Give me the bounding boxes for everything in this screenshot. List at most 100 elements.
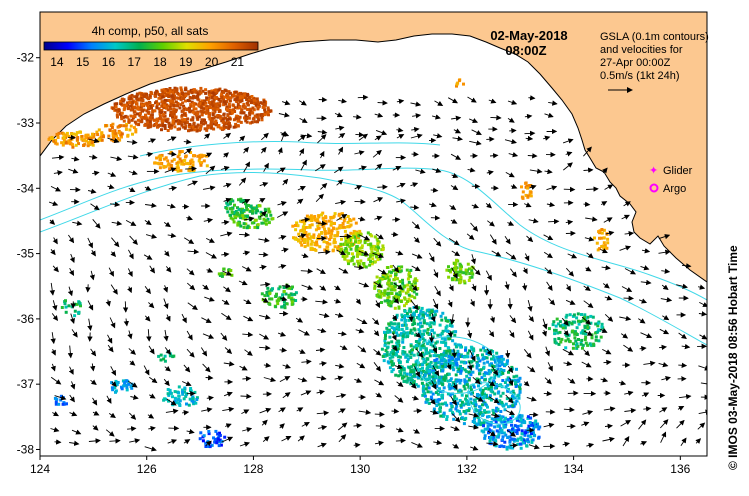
sst-pixel	[536, 422, 539, 426]
sst-pixel	[308, 237, 312, 241]
sst-pixel	[211, 104, 215, 108]
sst-pixel	[231, 217, 235, 221]
sst-pixel	[183, 121, 187, 125]
sst-pixel	[183, 112, 187, 116]
sst-pixel	[489, 370, 492, 374]
sst-pixel	[421, 363, 424, 367]
velocity-arrow	[354, 377, 363, 383]
sst-pixel	[216, 437, 220, 441]
sst-pixel	[117, 109, 121, 112]
velocity-arrow	[620, 420, 632, 427]
sst-pixel	[501, 379, 505, 382]
sst-pixel	[422, 361, 426, 364]
sst-pixel	[152, 118, 156, 122]
sst-pixel	[381, 274, 385, 278]
velocity-arrow	[604, 184, 614, 190]
sst-pixel	[511, 404, 515, 408]
sst-pixel	[344, 247, 348, 250]
sst-pixel	[207, 115, 211, 119]
sst-pixel	[595, 241, 599, 245]
velocity-arrow	[508, 152, 519, 158]
credit-text: © IMOS 03-May-2018 08:56 Hobart Time	[726, 245, 740, 470]
sst-pixel	[507, 405, 510, 409]
sst-pixel	[428, 316, 432, 320]
sst-pixel	[360, 249, 364, 253]
sst-pixel	[437, 381, 441, 385]
velocity-arrow	[244, 349, 253, 356]
sst-pixel	[136, 92, 139, 96]
sst-pixel	[448, 379, 452, 382]
sst-pixel	[356, 254, 359, 258]
sst-pixel	[516, 437, 520, 441]
sst-pixel	[489, 389, 493, 393]
y-tick-label: -38	[17, 442, 35, 456]
sst-pixel	[524, 193, 528, 197]
sst-pixel	[528, 184, 532, 187]
sst-pixel	[204, 91, 208, 95]
sst-pixel	[444, 401, 447, 405]
sst-pixel	[514, 402, 518, 406]
sst-pixel	[444, 363, 448, 367]
velocity-arrow	[450, 396, 457, 406]
y-tick-label: -37	[17, 377, 35, 391]
sst-pixel	[71, 145, 75, 149]
sst-pixel	[158, 123, 162, 127]
sst-pixel	[230, 273, 234, 277]
sst-pixel	[366, 238, 370, 242]
sst-pixel	[387, 279, 391, 283]
sst-pixel	[436, 392, 440, 396]
sst-pixel	[555, 317, 559, 321]
sst-pixel	[368, 263, 372, 267]
sst-pixel	[227, 121, 231, 125]
velocity-arrow	[698, 365, 707, 371]
sst-pixel	[560, 337, 564, 341]
sst-pixel	[55, 142, 59, 146]
colorbar-tick-label: 20	[205, 55, 219, 69]
sst-pixel	[530, 432, 533, 435]
sst-pixel	[308, 224, 312, 227]
sst-pixel	[370, 250, 374, 254]
sst-pixel	[111, 388, 115, 392]
sst-pixel	[502, 419, 506, 423]
sst-pixel	[446, 319, 450, 323]
sst-pixel	[251, 209, 255, 213]
sst-pixel	[460, 400, 464, 404]
sst-pixel	[486, 405, 489, 409]
velocity-arrow	[52, 300, 58, 311]
velocity-arrow	[71, 329, 78, 338]
sst-pixel	[299, 219, 302, 223]
sst-pixel	[410, 365, 414, 369]
sst-pixel	[271, 217, 275, 221]
velocity-arrow	[260, 132, 269, 141]
sst-pixel	[397, 328, 401, 332]
sst-pixel	[510, 437, 514, 441]
sst-pixel	[125, 385, 129, 389]
sst-pixel	[451, 411, 454, 415]
sst-pixel	[163, 101, 167, 105]
sst-pixel	[358, 246, 362, 250]
sst-pixel	[111, 122, 115, 126]
velocity-arrow	[411, 221, 421, 230]
sst-pixel	[168, 354, 172, 358]
velocity-arrow	[394, 364, 403, 370]
sst-pixel	[390, 285, 394, 289]
sst-pixel	[496, 407, 500, 411]
sst-pixel	[579, 331, 583, 335]
sst-pixel	[425, 400, 429, 404]
sst-pixel	[433, 313, 437, 317]
sst-pixel	[246, 92, 250, 96]
sst-pixel	[456, 349, 460, 353]
colorbar-tick-label: 21	[231, 55, 245, 69]
sst-pixel	[462, 271, 466, 275]
sst-pixel	[534, 419, 538, 423]
x-tick-label: 134	[564, 462, 584, 476]
velocity-arrow	[375, 423, 386, 429]
sst-pixel	[498, 370, 502, 374]
sst-pixel	[233, 210, 237, 214]
sst-pixel	[323, 248, 327, 252]
velocity-arrow	[89, 154, 98, 160]
sst-pixel	[390, 370, 394, 374]
sst-pixel	[518, 383, 522, 387]
sst-pixel	[438, 323, 442, 327]
velocity-arrow	[282, 283, 291, 289]
